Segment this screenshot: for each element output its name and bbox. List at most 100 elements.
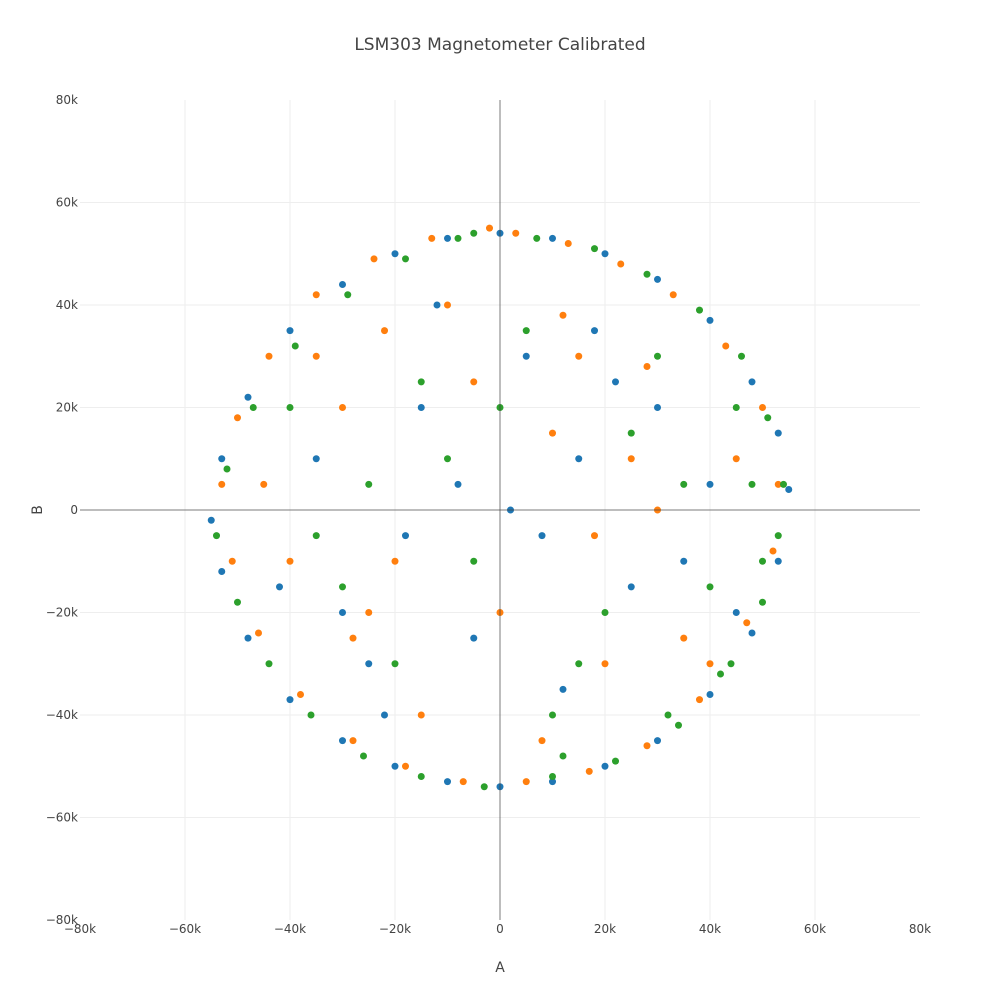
x-tick-label: −20k <box>379 922 411 936</box>
scatter-point-series-1 <box>417 404 425 411</box>
scatter-point-series-2 <box>669 291 677 299</box>
scatter-point-series-2 <box>444 301 451 309</box>
scatter-point-series-3 <box>223 465 231 473</box>
scatter-point-series-1 <box>627 583 635 591</box>
scatter-point-series-3 <box>696 306 703 314</box>
scatter-point-series-1 <box>218 455 226 463</box>
scatter-point-series-2 <box>391 557 399 565</box>
scatter-point-series-2 <box>706 660 714 668</box>
scatter-point-series-2 <box>486 224 493 232</box>
scatter-point-series-1 <box>286 327 294 335</box>
scatter-point-series-1 <box>748 378 756 386</box>
scatter-point-series-3 <box>675 721 682 729</box>
scatter-point-series-3 <box>249 404 257 411</box>
y-tick-label: 20k <box>56 401 78 415</box>
scatter-point-series-3 <box>549 773 556 780</box>
scatter-point-series-2 <box>601 660 609 668</box>
scatter-point-series-1 <box>276 583 283 591</box>
scatter-point-series-1 <box>706 480 714 488</box>
scatter-point-series-3 <box>454 234 462 242</box>
scatter-point-series-1 <box>286 696 294 704</box>
scatter-point-series-2 <box>559 311 567 319</box>
scatter-point-series-1 <box>444 778 451 786</box>
scatter-point-series-1 <box>444 234 451 242</box>
scatter-point-series-3 <box>706 583 714 591</box>
scatter-point-series-1 <box>774 557 782 565</box>
scatter-point-series-2 <box>591 532 598 540</box>
scatter-point-series-2 <box>402 762 409 770</box>
y-tick-label: −60k <box>46 811 78 825</box>
scatter-point-series-1 <box>601 762 609 770</box>
scatter-point-series-3 <box>417 773 425 780</box>
scatter-point-series-2 <box>312 352 320 360</box>
scatter-point-series-2 <box>512 229 520 237</box>
scatter-point-series-3 <box>643 270 651 278</box>
scatter-point-series-3 <box>575 660 583 668</box>
scatter-point-series-2 <box>265 352 273 360</box>
scatter-point-series-1 <box>785 486 793 493</box>
scatter-point-series-3 <box>732 404 740 411</box>
x-tick-label: 60k <box>804 922 826 936</box>
scatter-point-series-1 <box>365 660 373 668</box>
scatter-point-series-1 <box>402 532 409 540</box>
scatter-point-series-2 <box>643 363 651 370</box>
scatter-point-series-3 <box>360 752 367 760</box>
scatter-point-series-3 <box>559 752 567 760</box>
x-tick-label: 0 <box>496 922 504 936</box>
scatter-point-series-1 <box>522 352 530 360</box>
scatter-point-series-1 <box>706 691 714 698</box>
scatter-point-series-2 <box>769 547 777 555</box>
scatter-point-series-1 <box>339 281 346 288</box>
scatter-point-series-2 <box>260 480 268 488</box>
scatter-point-series-2 <box>228 557 236 565</box>
scatter-point-series-3 <box>444 455 451 463</box>
scatter-point-series-3 <box>365 480 373 488</box>
scatter-point-series-3 <box>265 660 273 668</box>
scatter-point-series-2 <box>286 557 294 565</box>
x-tick-label: −80k <box>64 922 96 936</box>
x-tick-label: 20k <box>594 922 616 936</box>
scatter-point-series-3 <box>480 783 488 791</box>
x-tick-label: −60k <box>169 922 201 936</box>
scatter-point-series-2 <box>297 691 304 698</box>
y-axis-title: B <box>30 505 46 515</box>
x-tick-label: −40k <box>274 922 306 936</box>
scatter-point-series-2 <box>617 260 625 268</box>
scatter-point-series-1 <box>591 327 598 335</box>
scatter-point-series-3 <box>591 245 598 253</box>
scatter-point-series-1 <box>575 455 583 463</box>
scatter-point-series-1 <box>612 378 619 386</box>
scatter-point-series-3 <box>759 557 766 565</box>
y-tick-label: −20k <box>46 606 78 620</box>
scatter-point-series-1 <box>244 634 252 642</box>
scatter-point-series-3 <box>234 598 241 606</box>
scatter-point-series-3 <box>339 583 346 591</box>
scatter-point-series-3 <box>522 327 530 335</box>
scatter-point-series-1 <box>433 301 441 309</box>
zero-lines <box>80 100 920 920</box>
scatter-point-series-2 <box>218 480 226 488</box>
scatter-point-series-3 <box>654 352 661 360</box>
scatter-point-series-1 <box>244 393 252 401</box>
scatter-point-series-3 <box>780 480 787 488</box>
y-tick-label: 60k <box>56 196 78 210</box>
scatter-point-series-3 <box>759 598 766 606</box>
scatter-point-series-2 <box>575 352 583 360</box>
scatter-point-series-3 <box>717 670 724 678</box>
scatter-point-series-2 <box>522 778 530 786</box>
chart-title: LSM303 Magnetometer Calibrated <box>354 35 645 55</box>
y-tick-label: 40k <box>56 298 78 312</box>
scatter-point-series-1 <box>470 634 478 642</box>
scatter-point-series-3 <box>417 378 425 386</box>
scatter-point-series-1 <box>207 516 215 524</box>
x-tick-label: 40k <box>699 922 721 936</box>
y-axis-ticks: −80k −60k −40k −20k 0 20k 40k 60k 80k <box>46 93 78 927</box>
scatter-point-series-1 <box>218 568 226 575</box>
scatter-point-series-2 <box>349 737 357 745</box>
scatter-point-series-2 <box>365 609 373 616</box>
scatter-point-series-1 <box>748 629 756 637</box>
y-tick-label: −40k <box>46 708 78 722</box>
scatter-point-series-3 <box>312 532 320 540</box>
scatter-point-series-1 <box>601 250 609 258</box>
